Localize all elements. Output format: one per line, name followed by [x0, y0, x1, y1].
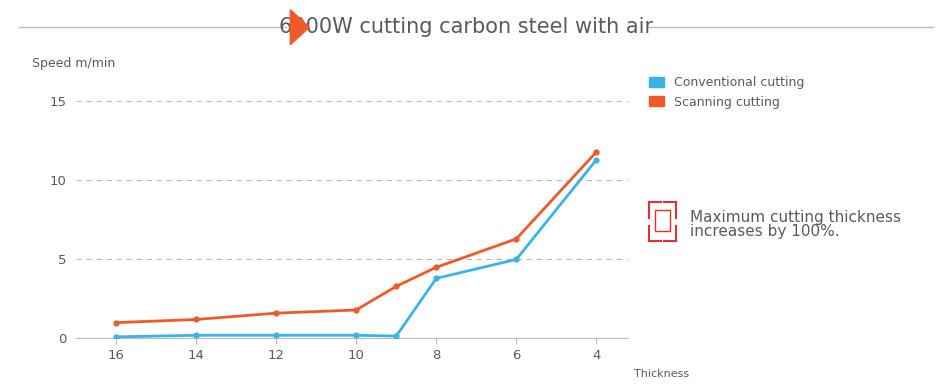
Text: Thickness: Thickness: [634, 369, 689, 379]
Text: increases by 100%.: increases by 100%.: [690, 224, 840, 239]
Text: 6000W cutting carbon steel with air: 6000W cutting carbon steel with air: [280, 17, 653, 37]
Legend: Conventional cutting, Scanning cutting: Conventional cutting, Scanning cutting: [649, 76, 804, 109]
Text: Maximum cutting thickness: Maximum cutting thickness: [690, 210, 902, 225]
Text: Speed m/min: Speed m/min: [32, 58, 115, 70]
